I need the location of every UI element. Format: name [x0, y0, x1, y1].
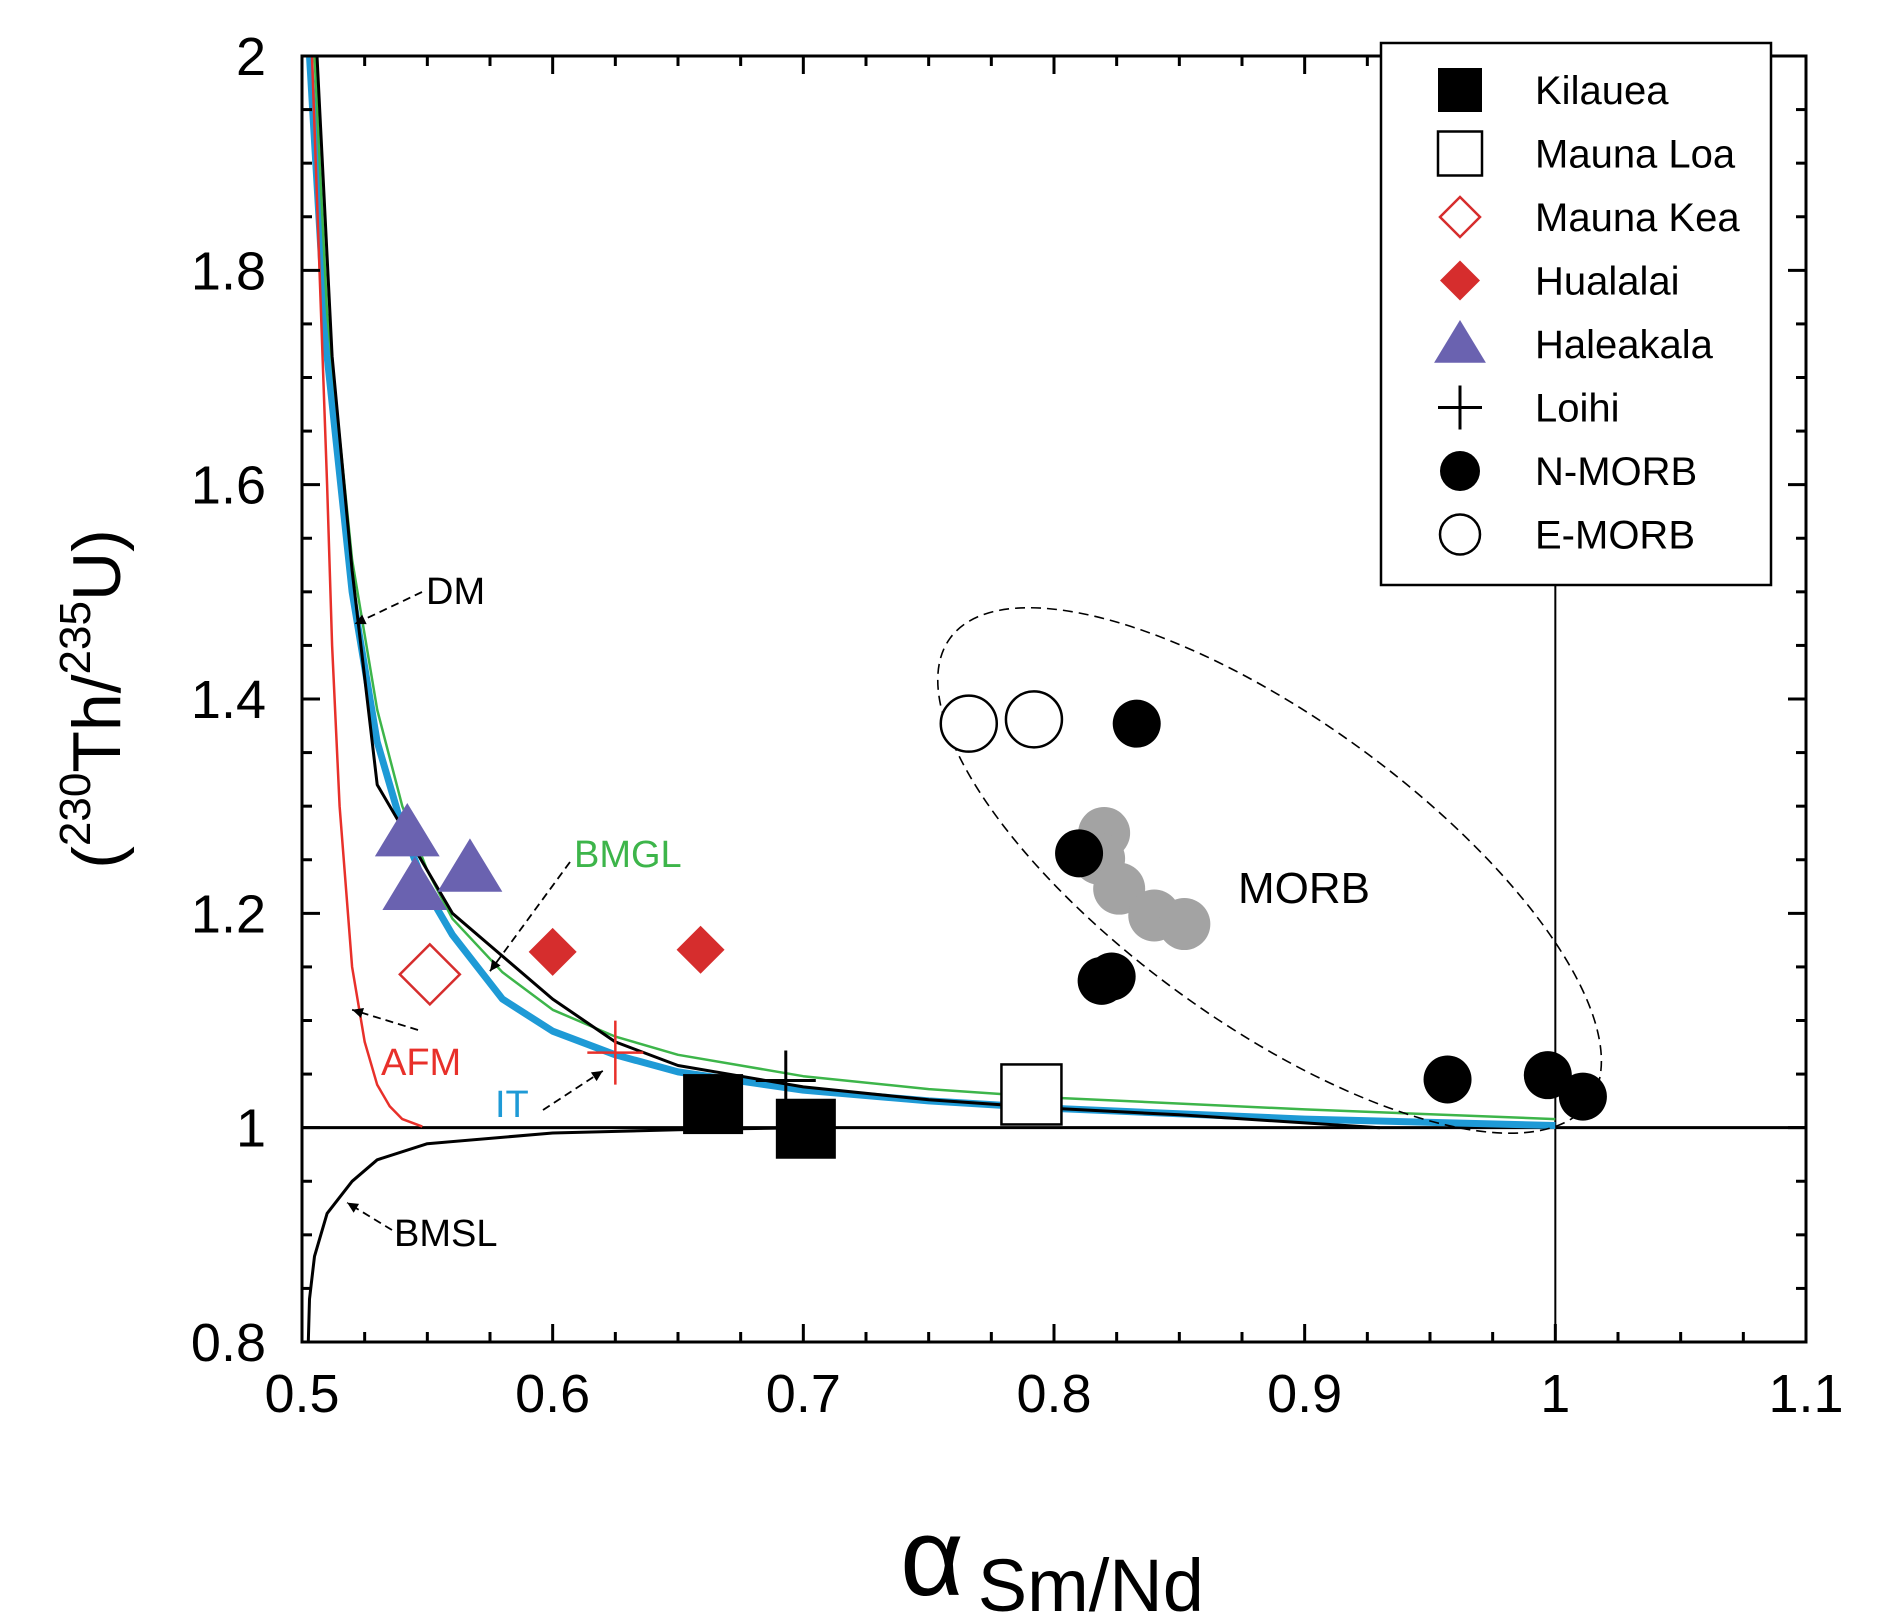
point-mauna-loa-1 [1000, 1063, 1063, 1126]
annotation-arrowhead-afm [352, 1007, 364, 1018]
point-n-morb-1 [1112, 699, 1161, 748]
y-axis-sup1: 230 [51, 773, 100, 846]
y-tick-label: 1.2 [191, 884, 266, 944]
legend-marker-hualalai [1440, 260, 1480, 301]
annotation-leader-afm [351, 1008, 419, 1031]
point-e-morb-2 [1004, 690, 1064, 749]
x-tick-label: 0.9 [1267, 1364, 1342, 1424]
y-axis-th: Th/ [59, 674, 135, 772]
legend-label-e-morb: E-MORB [1535, 514, 1695, 558]
annotation-leader-it [542, 1070, 604, 1111]
y-axis-sup2: 235 [51, 601, 100, 674]
annotation-arrowhead-bmgl [490, 959, 501, 972]
annotation-leader-bmgl [489, 861, 571, 972]
point-haleakala-2 [437, 838, 503, 892]
curve-bmsl [306, 1126, 804, 1342]
point-kilauea-1 [683, 1074, 744, 1135]
point-hualalai-2 [676, 925, 725, 974]
y-axis-label: (230Th/235U) [51, 529, 135, 869]
legend-label-loihi: Loihi [1535, 387, 1620, 431]
point-morb-grey-3 [1093, 862, 1146, 915]
curve-bmgl [313, 56, 1556, 1121]
point-haleakala-3 [382, 856, 448, 910]
x-tick-label: 0.8 [1016, 1364, 1091, 1424]
legend-label-mauna-kea: Mauna Kea [1535, 196, 1740, 240]
annotation-morb: MORB [1238, 864, 1370, 913]
point-mauna-kea-1 [398, 942, 462, 1007]
point-n-morb-2 [1055, 829, 1104, 878]
annotation-arrowhead-dm [354, 614, 367, 625]
curve-afm [310, 56, 423, 1128]
point-n-morb-6 [1523, 1051, 1572, 1100]
legend-box [1379, 41, 1773, 587]
x-tick-label: 0.6 [515, 1364, 590, 1424]
y-tick-label: 2 [236, 27, 266, 87]
annotation-bmsl: BMSL [394, 1213, 497, 1255]
x-tick-label: 1.1 [1768, 1364, 1843, 1424]
legend-marker-kilauea [1438, 68, 1482, 112]
y-axis-open-paren: ( [59, 846, 135, 869]
point-n-morb-5 [1423, 1055, 1472, 1104]
legend-label-hualalai: Hualalai [1535, 260, 1680, 304]
x-axis-subscript: Sm/Nd [978, 1544, 1204, 1624]
x-tick-label: 0.7 [766, 1364, 841, 1424]
annotation-arrowhead-bmsl [347, 1202, 360, 1213]
y-tick-label: 1.4 [191, 670, 266, 730]
legend-marker-loihi [1438, 385, 1482, 430]
legend-label-haleakala: Haleakala [1535, 323, 1714, 367]
legend-marker-mauna-kea [1438, 195, 1482, 239]
point-kilauea-2 [775, 1098, 836, 1159]
y-tick-label: 1.8 [191, 241, 266, 301]
point-haleakala-1 [374, 802, 440, 857]
point-n-morb-4 [1077, 956, 1126, 1005]
annotation-afm: AFM [381, 1042, 461, 1084]
point-afm-cross-marker [587, 1020, 644, 1085]
legend-marker-mauna-loa [1436, 130, 1484, 177]
annotation-leader-dm [354, 591, 423, 625]
legend-marker-haleakala [1434, 320, 1486, 363]
annotation-it: IT [495, 1084, 529, 1126]
y-tick-label: 1.6 [191, 456, 266, 516]
annotation-arrowhead-it [590, 1070, 603, 1082]
y-tick-label: 1 [236, 1099, 266, 1159]
x-axis-symbol: α [900, 1496, 964, 1619]
y-axis-u: U) [59, 529, 135, 601]
point-hualalai-1 [528, 927, 577, 976]
legend-marker-e-morb [1438, 513, 1482, 556]
point-n-morb-7 [1558, 1072, 1607, 1121]
point-morb-grey-5 [1158, 898, 1211, 951]
x-axis-label: α Sm/Nd [900, 1496, 1204, 1624]
legend-label-n-morb: N-MORB [1535, 450, 1697, 494]
legend-label-mauna-loa: Mauna Loa [1535, 133, 1736, 177]
point-e-morb-1 [939, 694, 999, 753]
annotation-bmgl: BMGL [574, 834, 682, 876]
legend-marker-n-morb [1440, 451, 1480, 491]
x-tick-label: 0.5 [264, 1364, 339, 1424]
y-tick-label: 0.8 [191, 1313, 266, 1373]
x-tick-label: 1 [1540, 1364, 1570, 1424]
legend-label-kilauea: Kilauea [1535, 69, 1669, 113]
annotation-dm: DM [426, 571, 485, 613]
